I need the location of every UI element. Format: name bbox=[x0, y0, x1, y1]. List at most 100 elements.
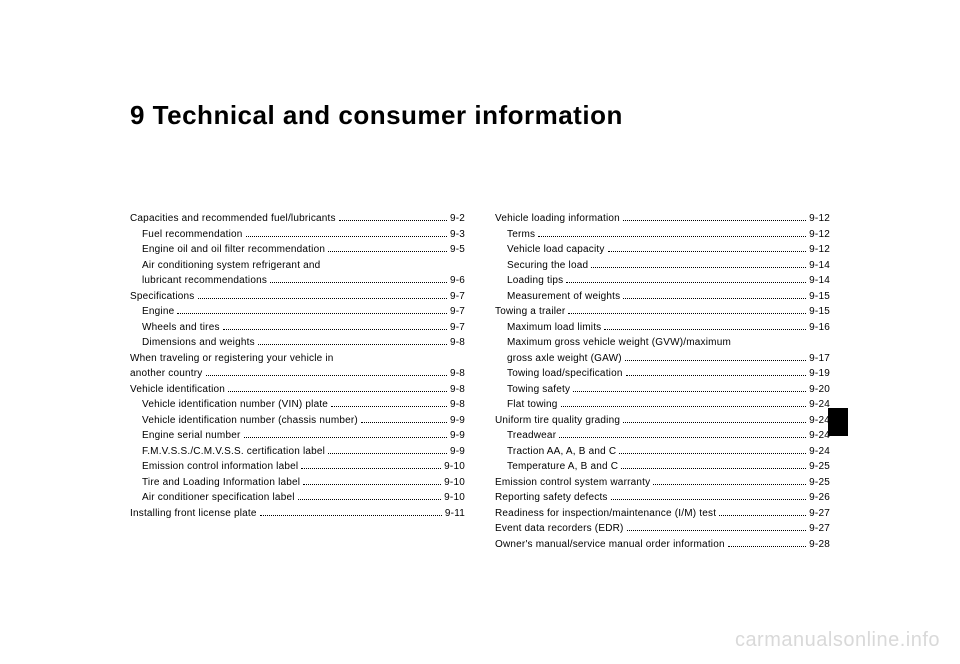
toc-leader-dots bbox=[619, 453, 806, 454]
toc-entry: Emission control system warranty9-25 bbox=[495, 475, 830, 491]
toc-leader-dots bbox=[244, 437, 447, 438]
toc-entry-label: Maximum load limits bbox=[507, 320, 601, 336]
toc-leader-dots bbox=[331, 406, 447, 407]
toc-entry: Engine serial number 9-9 bbox=[130, 428, 465, 444]
toc-leader-dots bbox=[728, 546, 806, 547]
toc-entry-label: Towing a trailer bbox=[495, 304, 565, 320]
toc-leader-dots bbox=[270, 282, 447, 283]
toc-entry: Tire and Loading Information label 9-10 bbox=[130, 475, 465, 491]
toc-entry: Measurement of weights9-15 bbox=[495, 289, 830, 305]
toc-entry-label: Wheels and tires bbox=[142, 320, 220, 336]
toc-leader-dots bbox=[608, 251, 807, 252]
toc-leader-dots bbox=[303, 484, 441, 485]
toc-entry-label: Vehicle identification number (VIN) plat… bbox=[142, 397, 328, 413]
toc-entry-page: 9-10 bbox=[444, 475, 465, 491]
toc-entry-page: 9-20 bbox=[809, 382, 830, 398]
toc-leader-dots bbox=[604, 329, 806, 330]
toc-leader-dots bbox=[573, 391, 806, 392]
toc-leader-dots bbox=[559, 437, 806, 438]
toc-entry-label: Engine serial number bbox=[142, 428, 241, 444]
toc-entry: Towing load/specification9-19 bbox=[495, 366, 830, 382]
toc-entry: Towing safety9-20 bbox=[495, 382, 830, 398]
toc-entry-label: Air conditioner specification label bbox=[142, 490, 295, 506]
toc-entry: Traction AA, A, B and C9-24 bbox=[495, 444, 830, 460]
toc-entry-page: 9-12 bbox=[809, 227, 830, 243]
toc-entry: Vehicle loading information9-12 bbox=[495, 211, 830, 227]
toc-entry-page: 9-12 bbox=[809, 242, 830, 258]
toc-entry-page: 9-9 bbox=[450, 444, 465, 460]
toc-leader-dots bbox=[246, 236, 447, 237]
toc-entry: Capacities and recommended fuel/lubrican… bbox=[130, 211, 465, 227]
toc-entry: Fuel recommendation9-3 bbox=[130, 227, 465, 243]
toc-entry-page: 9-8 bbox=[450, 382, 465, 398]
section-tab bbox=[828, 408, 848, 436]
chapter-title: 9 Technical and consumer information bbox=[130, 100, 830, 131]
toc-entry-label: Capacities and recommended fuel/lubrican… bbox=[130, 211, 336, 227]
toc-entry: lubricant recommendations9-6 bbox=[130, 273, 465, 289]
toc-entry: Flat towing9-24 bbox=[495, 397, 830, 413]
toc-entry: Engine9-7 bbox=[130, 304, 465, 320]
toc-entry-page: 9-10 bbox=[444, 459, 465, 475]
toc-leader-dots bbox=[625, 360, 806, 361]
toc-entry: When traveling or registering your vehic… bbox=[130, 351, 465, 367]
toc-entry: Vehicle identification 9-8 bbox=[130, 382, 465, 398]
toc-entry-page: 9-27 bbox=[809, 521, 830, 537]
toc-leader-dots bbox=[177, 313, 447, 314]
toc-entry-label: Emission control information label bbox=[142, 459, 298, 475]
toc-leader-dots bbox=[621, 468, 806, 469]
toc-leader-dots bbox=[719, 515, 806, 516]
toc-leader-dots bbox=[627, 530, 807, 531]
toc-entry: Reporting safety defects 9-26 bbox=[495, 490, 830, 506]
toc-entry: Treadwear9-24 bbox=[495, 428, 830, 444]
toc-entry-page: 9-10 bbox=[444, 490, 465, 506]
toc-entry-page: 9-12 bbox=[809, 211, 830, 227]
toc-leader-dots bbox=[561, 406, 807, 407]
toc-entry-page: 9-8 bbox=[450, 335, 465, 351]
toc-entry-page: 9-9 bbox=[450, 428, 465, 444]
toc-entry-page: 9-26 bbox=[809, 490, 830, 506]
toc-entry-label: Loading tips bbox=[507, 273, 563, 289]
toc-entry: Maximum load limits9-16 bbox=[495, 320, 830, 336]
toc-entry-page: 9-9 bbox=[450, 413, 465, 429]
toc-entry-label: Maximum gross vehicle weight (GVW)/maxim… bbox=[507, 335, 731, 351]
toc-leader-dots bbox=[591, 267, 806, 268]
toc-entry-page: 9-15 bbox=[809, 304, 830, 320]
toc-entry-label: Vehicle identification bbox=[130, 382, 225, 398]
toc-entry-label: another country bbox=[130, 366, 203, 382]
toc-entry-label: Vehicle identification number (chassis n… bbox=[142, 413, 358, 429]
toc-entry: F.M.V.S.S./C.M.V.S.S. certification labe… bbox=[130, 444, 465, 460]
toc-entry-label: Reporting safety defects bbox=[495, 490, 608, 506]
toc-entry: Loading tips9-14 bbox=[495, 273, 830, 289]
toc-entry-label: Readiness for inspection/maintenance (I/… bbox=[495, 506, 716, 522]
toc-entry-page: 9-15 bbox=[809, 289, 830, 305]
toc-entry: Towing a trailer 9-15 bbox=[495, 304, 830, 320]
toc-column-right: Vehicle loading information9-12Terms9-12… bbox=[495, 211, 830, 552]
toc-entry-label: Emission control system warranty bbox=[495, 475, 650, 491]
toc-entry-label: Treadwear bbox=[507, 428, 556, 444]
toc-entry-page: 9-14 bbox=[809, 258, 830, 274]
toc-entry: Terms9-12 bbox=[495, 227, 830, 243]
toc-entry-page: 9-11 bbox=[445, 506, 465, 522]
toc-leader-dots bbox=[623, 298, 806, 299]
toc-entry-label: Temperature A, B and C bbox=[507, 459, 618, 475]
toc-entry-label: Engine bbox=[142, 304, 174, 320]
toc-leader-dots bbox=[538, 236, 806, 237]
toc-leader-dots bbox=[568, 313, 806, 314]
toc-entry-label: Dimensions and weights bbox=[142, 335, 255, 351]
toc-leader-dots bbox=[260, 515, 442, 516]
toc-leader-dots bbox=[298, 499, 442, 500]
toc-entry-page: 9-7 bbox=[450, 289, 465, 305]
toc-entry-label: F.M.V.S.S./C.M.V.S.S. certification labe… bbox=[142, 444, 325, 460]
toc-entry-label: Engine oil and oil filter recommendation bbox=[142, 242, 325, 258]
toc-entry-page: 9-2 bbox=[450, 211, 465, 227]
toc-leader-dots bbox=[301, 468, 441, 469]
toc-entry-page: 9-19 bbox=[809, 366, 830, 382]
toc-entry: Uniform tire quality grading9-24 bbox=[495, 413, 830, 429]
toc-entry-label: Fuel recommendation bbox=[142, 227, 243, 243]
toc-entry-page: 9-25 bbox=[809, 459, 830, 475]
toc-entry: Air conditioner specification label 9-10 bbox=[130, 490, 465, 506]
toc-entry: Air conditioning system refrigerant and bbox=[130, 258, 465, 274]
toc-leader-dots bbox=[223, 329, 447, 330]
toc-entry-label: Tire and Loading Information label bbox=[142, 475, 300, 491]
toc-leader-dots bbox=[626, 375, 807, 376]
